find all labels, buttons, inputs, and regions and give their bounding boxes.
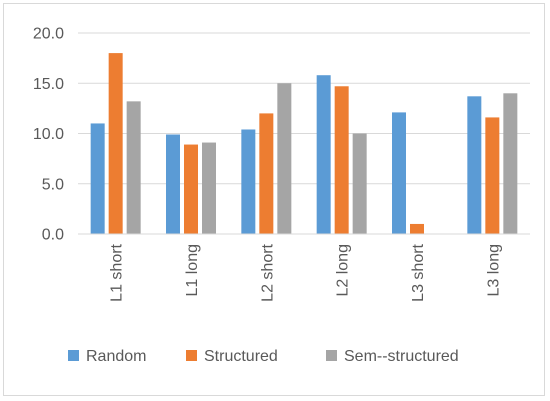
y-axis-tick-labels: 0.0 5.0 10.0 15.0 20.0 (33, 26, 64, 244)
bar-random-3 (316, 75, 331, 235)
x-tick-label: L3 long (485, 244, 502, 297)
y-tick-label: 0.0 (42, 227, 64, 244)
x-tick-label: L3 short (410, 243, 427, 301)
bar-random-4 (392, 112, 406, 234)
bar-structured-4 (410, 223, 424, 234)
bar-structured-0 (108, 53, 123, 234)
legend-swatch (326, 350, 337, 361)
legend-label: Structured (204, 348, 278, 365)
bar-sem-structured-3 (352, 133, 367, 234)
bar-structured-5 (485, 117, 500, 234)
x-tick-label: L1 short (109, 243, 126, 301)
bar-random-1 (166, 134, 180, 234)
bar-random-2 (241, 129, 256, 234)
bar-sem-structured-5 (503, 93, 518, 234)
bar-random-0 (90, 123, 105, 234)
legend-swatch (68, 350, 79, 361)
x-tick-label: L1 long (184, 244, 201, 297)
bar-structured-2 (259, 113, 274, 234)
legend-label: Random (86, 348, 146, 365)
legend-label: Sem--structured (344, 348, 459, 365)
y-tick-label: 10.0 (33, 126, 64, 143)
bar-structured-3 (334, 86, 349, 234)
legend-swatch (186, 350, 197, 361)
bar-sem-structured-1 (202, 142, 216, 234)
x-axis-tick-labels: L1 short L1 long L2 short L2 long L3 short L3… (109, 243, 503, 301)
y-tick-label: 5.0 (42, 176, 64, 193)
x-tick-label: L2 long (335, 244, 352, 297)
x-tick-label: L2 short (259, 243, 276, 301)
y-tick-label: 20.0 (33, 26, 64, 43)
bars (90, 53, 518, 235)
gridlines (78, 32, 530, 185)
bar-sem-structured-0 (126, 101, 141, 234)
bar-random-5 (467, 96, 482, 234)
bar-sem-structured-2 (277, 83, 292, 234)
bar-structured-1 (184, 144, 198, 234)
y-tick-label: 15.0 (33, 76, 64, 93)
legend: Random Structured Sem--structured (68, 348, 459, 365)
